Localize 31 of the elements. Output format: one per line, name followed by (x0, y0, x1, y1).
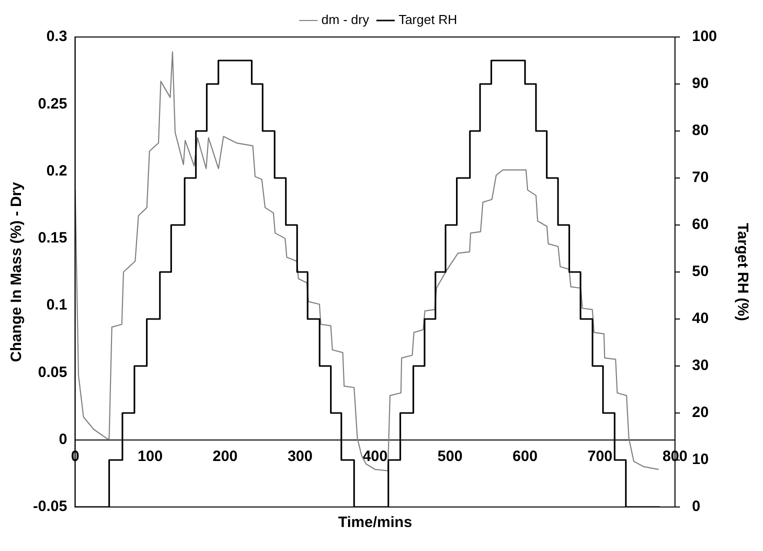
y-tick-label: 0.15 (38, 230, 68, 247)
y2-tick-label: 70 (692, 169, 709, 186)
y-tick-label: 0.2 (46, 162, 68, 180)
y2-tick-label: 100 (692, 28, 718, 46)
y-axis-title: Change In Mass (%) - Dry (8, 181, 26, 362)
x-tick-label: 700 (587, 448, 613, 465)
y2-tick-label: 20 (692, 404, 709, 422)
x-tick-label: 600 (512, 448, 538, 465)
y2-axis-title: Target RH (%) (734, 222, 751, 322)
x-tick-label: 500 (438, 448, 463, 465)
x-tick-label: 400 (362, 448, 388, 465)
x-tick-label: 100 (138, 448, 163, 465)
y2-tick-label: 80 (692, 122, 709, 140)
y-tick-label: 0.1 (46, 296, 68, 314)
x-tick-label: 200 (212, 448, 238, 465)
y2-tick-label: 50 (692, 263, 709, 280)
x-tick-label: 300 (288, 448, 313, 465)
legend-label: Target RH (398, 12, 458, 28)
y-tick-label: 0.05 (38, 364, 68, 381)
y2-tick-label: 10 (692, 451, 709, 468)
y2-tick-label: 30 (692, 357, 709, 374)
y2-tick-label: 60 (692, 216, 709, 234)
y2-tick-label: 90 (692, 75, 709, 92)
y-tick-label: -0.05 (32, 498, 68, 516)
x-axis-title: Time/mins (338, 514, 412, 531)
legend-label: dm - dry (321, 12, 370, 28)
y-tick-label: 0.3 (46, 28, 68, 46)
y-tick-label: 0.25 (38, 95, 68, 112)
y-tick-label: 0 (58, 431, 68, 448)
y2-tick-label: 40 (692, 310, 709, 328)
y2-tick-label: 0 (692, 498, 700, 516)
